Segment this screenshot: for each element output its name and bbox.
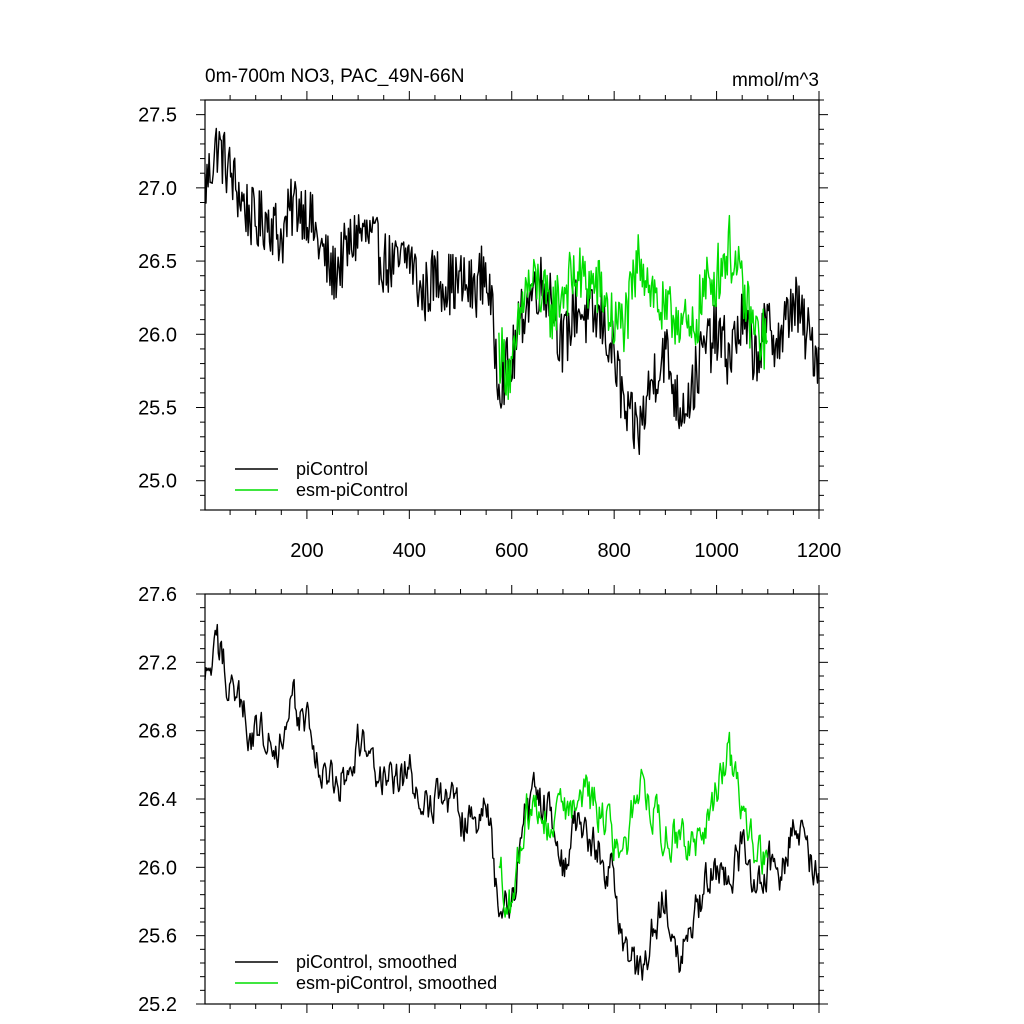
bottom-plot-frame [204, 593, 820, 1005]
top-x-tick-label: 200 [290, 540, 323, 562]
top-series-lines [204, 127, 820, 455]
top-y-tick-label: 25.5 [138, 398, 177, 420]
top-x-tick-label: 800 [597, 540, 630, 562]
top-chart-units: mmol/m^3 [732, 70, 819, 91]
bottom-series-line-picontrol [204, 623, 820, 981]
top-y-tick-label: 27.5 [138, 105, 177, 127]
bottom-y-tick-label: 25.6 [138, 926, 177, 948]
bottom-panel: 25.2 25.6 26.0 26.4 26.8 27.2 27.6 piControl, … [138, 584, 828, 1016]
bottom-axis-ticks: 25.2 25.6 26.0 26.4 26.8 27.2 27.6 [138, 584, 828, 1016]
legend-label-esm-picontrol-smoothed: esm-piControl, smoothed [296, 973, 497, 993]
top-axis-ticks: 200 400 600 800 1000 1200 25.0 25.5 26.0 26.5 27.0… [138, 91, 841, 562]
top-panel: 0m-700m NO3, PAC_49N-66N mmol/m^3 200 400… [138, 66, 841, 562]
bottom-series-lines [204, 623, 820, 981]
bottom-y-tick-label: 25.2 [138, 994, 177, 1016]
top-y-tick-label: 27.0 [138, 178, 177, 200]
bottom-y-tick-label: 26.0 [138, 857, 177, 879]
top-x-tick-label: 600 [495, 540, 528, 562]
legend-label-picontrol-smoothed: piControl, smoothed [296, 952, 457, 972]
legend-label-picontrol: piControl [296, 459, 368, 479]
top-legend: piControl esm-piControl [235, 459, 408, 500]
top-x-tick-label: 1000 [694, 540, 739, 562]
bottom-legend: piControl, smoothed esm-piControl, smoot… [235, 952, 497, 993]
top-series-line-esm-picontrol [498, 214, 768, 400]
top-series-line-picontrol [204, 127, 820, 455]
top-x-tick-label: 1200 [797, 540, 842, 562]
top-y-tick-label: 26.5 [138, 251, 177, 273]
legend-label-esm-picontrol: esm-piControl [296, 480, 408, 500]
top-x-tick-label: 400 [393, 540, 426, 562]
bottom-y-tick-label: 26.8 [138, 721, 177, 743]
top-y-tick-label: 26.0 [138, 324, 177, 346]
bottom-y-tick-label: 27.2 [138, 652, 177, 674]
bottom-y-tick-label: 26.4 [138, 789, 177, 811]
top-plot-frame [204, 99, 820, 511]
bottom-series-line-esm-picontrol [498, 731, 768, 918]
bottom-y-tick-label: 27.6 [138, 584, 177, 606]
top-chart-title: 0m-700m NO3, PAC_49N-66N [205, 66, 464, 87]
top-y-tick-label: 25.0 [138, 471, 177, 493]
